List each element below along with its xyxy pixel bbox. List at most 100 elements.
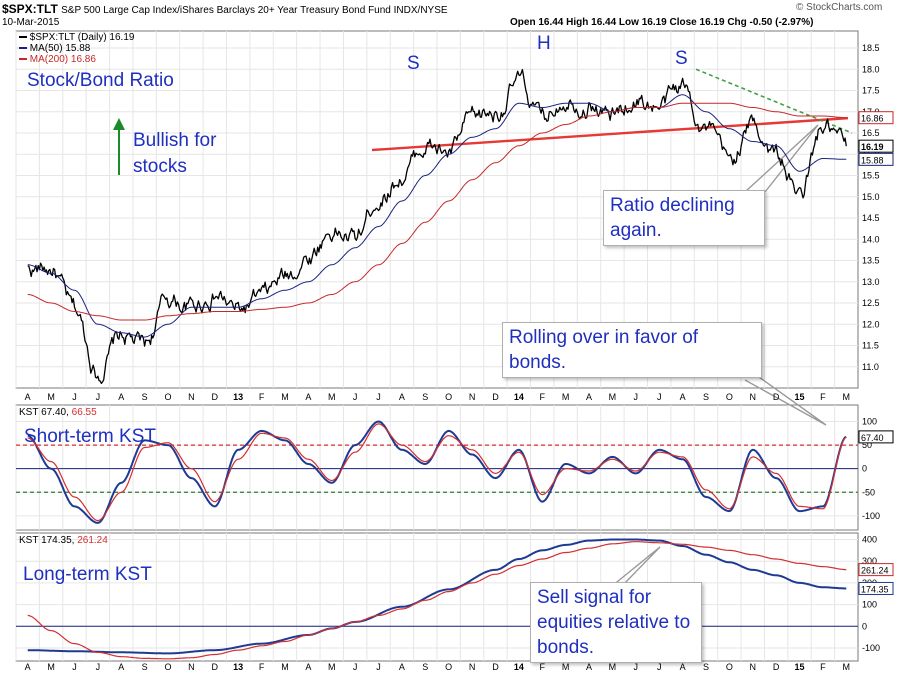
long-kst-x-tick-label: D [773,662,780,672]
legend-ma50: MA(50) 15.88 [19,43,90,54]
price-y-tick-label: 18.5 [862,43,880,53]
long-kst-x-tick-label: A [586,662,592,672]
long-kst-x-tick-label: N [469,662,476,672]
price-tag-close: 16.19 [861,142,884,152]
long-kst-y-tick-label: 100 [862,600,877,610]
chart-date: 10-Mar-2015 [2,17,60,28]
price-x-tick-label: J [96,392,101,402]
callout-sell-pointer [611,546,661,589]
price-x-tick-label: A [680,392,686,402]
price-y-tick-label: 15.0 [862,192,880,202]
long-kst-x-tick-label: S [142,662,148,672]
long-kst-x-tick-label: S [422,662,428,672]
short-kst-y-tick-label: 0 [862,464,867,474]
price-y-tick-label: 17.5 [862,86,880,96]
long-kst-y-tick-label: 400 [862,535,877,545]
long-kst-x-tick-label: M [609,662,617,672]
price-x-tick-label: F [820,392,826,402]
price-x-tick-label: M [562,392,570,402]
chart-description: S&P 500 Large Cap Index/iShares Barclays… [61,5,448,16]
legend-price-text: $SPX:TLT (Daily) 16.19 [29,32,135,43]
price-x-tick-label: S [703,392,709,402]
legend-ma200: MA(200) 16.86 [19,54,96,65]
price-x-tick-label: J [376,392,381,402]
price-tag-box-ma50 [858,152,894,166]
long-kst-y-tick-label: 0 [862,621,867,631]
short-kst-y-tick-label: 50 [862,440,872,450]
annotation-right-shoulder: S [675,48,688,69]
long-kst-x-tick-label: M [281,662,289,672]
long-kst-x-tick-label: J [96,662,101,672]
long-kst-tag-long-signal: 261.24 [861,566,889,576]
long-kst-x-tick-label: S [703,662,709,672]
short-kst-series-signal [27,423,847,522]
callout-rolling-pointer [744,371,827,426]
long-kst-x-tick-label: A [399,662,405,672]
price-x-tick-label: 15 [795,392,805,402]
long-kst-x-tick-label: D [492,662,499,672]
price-x-tick-label: O [165,392,172,402]
long-kst-x-tick-label: O [726,662,733,672]
short-kst-y-tick-label: -50 [862,487,875,497]
price-x-tick-label: M [843,392,851,402]
price-series--spx-tlt-daily- [27,68,847,385]
long-kst-x-tick-label: J [376,662,381,672]
price-x-tick-label: D [492,392,499,402]
price-x-tick-label: M [328,392,336,402]
legend-ma50-text: MA(50) 15.88 [29,43,91,54]
long-kst-y-tick-label: -100 [862,643,880,653]
long-kst-x-tick-label: J [657,662,662,672]
legend-long-kst-signal: 261.24 [77,535,108,546]
long-kst-tag-box-long [858,581,894,595]
price-x-tick-label: O [726,392,733,402]
long-kst-x-tick-label: 13 [233,662,243,672]
quote-line: Open 16.44 High 16.44 Low 16.19 Close 16… [510,17,814,28]
price-y-tick-label: 12.5 [862,298,880,308]
annotation-ratio-title: Stock/Bond Ratio [27,70,174,91]
price-x-tick-label: A [305,392,311,402]
price-x-tick-label: M [281,392,289,402]
long-kst-x-tick-label: F [820,662,826,672]
price-x-tick-label: O [445,392,452,402]
short-kst-y-tick-label: 100 [862,417,877,427]
price-y-tick-label: 16.5 [862,128,880,138]
price-series-ma-200- [27,102,847,321]
legend-short-kst: KST 67.40, 66.55 [19,407,97,418]
price-y-tick-label: 15.5 [862,171,880,181]
long-kst-series-signal [27,541,847,660]
price-y-tick-label: 11.5 [862,341,879,351]
price-y-tick-label: 12.0 [862,319,880,329]
price-x-tick-label: M [609,392,617,402]
price-series-ma-50- [27,94,847,338]
price-x-tick-label: J [657,392,662,402]
long-kst-tag-long: 174.35 [861,584,889,594]
long-kst-x-tick-label: J [72,662,77,672]
annotation-head: H [537,33,551,54]
price-x-tick-label: S [422,392,428,402]
long-kst-y-tick-label: 300 [862,556,877,566]
long-kst-x-tick-label: A [118,662,124,672]
price-y-tick-label: 14.5 [862,213,880,223]
watermark: © StockCharts.com [796,2,883,13]
price-x-tick-label: A [586,392,592,402]
legend-ma200-swatch [19,58,27,61]
bullish-arrow-head [113,118,125,130]
annotation-left-shoulder: S [407,53,420,74]
legend-long-kst-label: KST [19,535,39,546]
legend-price-swatch [19,36,27,39]
price-x-tick-label: F [540,392,546,402]
long-kst-series-kst [27,538,847,655]
chart-header: $SPX:TLT S&P 500 Large Cap Index/iShares… [2,2,448,16]
long-kst-x-tick-label: 15 [795,662,805,672]
long-kst-x-tick-label: M [328,662,336,672]
price-x-tick-label: D [773,392,780,402]
price-y-tick-label: 13.0 [862,277,880,287]
legend-ma200-text: MA(200) 16.86 [29,54,96,65]
callout-ratio-declining: Ratio declining again. [603,190,765,246]
long-kst-x-tick-label: M [562,662,570,672]
legend-short-kst-signal: 66.55 [71,407,97,418]
price-x-tick-label: S [142,392,148,402]
price-x-tick-label: A [118,392,124,402]
price-x-tick-label: J [353,392,358,402]
long-kst-x-tick-label: N [188,662,195,672]
